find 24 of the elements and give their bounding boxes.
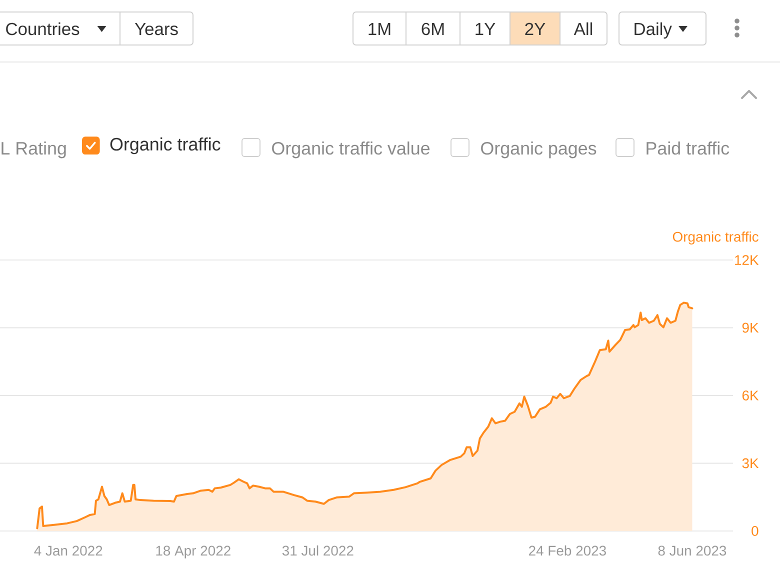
text: Paid traffic — [646, 141, 730, 155]
text: 2Y — [525, 22, 546, 35]
text: Years — [134, 22, 178, 36]
text: 1M — [368, 22, 390, 35]
y-tick-label: 0 — [752, 526, 758, 536]
text: Countries — [6, 22, 80, 36]
text: 6M — [422, 22, 444, 36]
text: L Rating — [2, 141, 66, 158]
text: Organic pages — [481, 141, 596, 158]
y-tick-label: 12K — [735, 255, 759, 265]
y-tick-label: 6K — [742, 390, 759, 400]
x-tick-label: 31 Jul 2022 — [282, 545, 354, 556]
text: Daily — [634, 22, 672, 39]
y-tick-label: 9K — [742, 322, 759, 333]
x-tick-label: 18 Apr 2022 — [156, 546, 230, 558]
text: 1Y — [476, 22, 496, 35]
y-axis-title: Organic traffic — [672, 231, 758, 244]
y-tick-label: 3K — [742, 458, 759, 468]
text: Organic traffic value — [272, 141, 430, 158]
text: All — [574, 22, 592, 35]
legend-label: Organic traffic — [110, 137, 220, 154]
x-tick-label: 8 Jun 2023 — [658, 546, 726, 556]
x-tick-label: 4 Jan 2022 — [34, 546, 102, 556]
x-tick-label: 24 Feb 2023 — [528, 545, 606, 556]
